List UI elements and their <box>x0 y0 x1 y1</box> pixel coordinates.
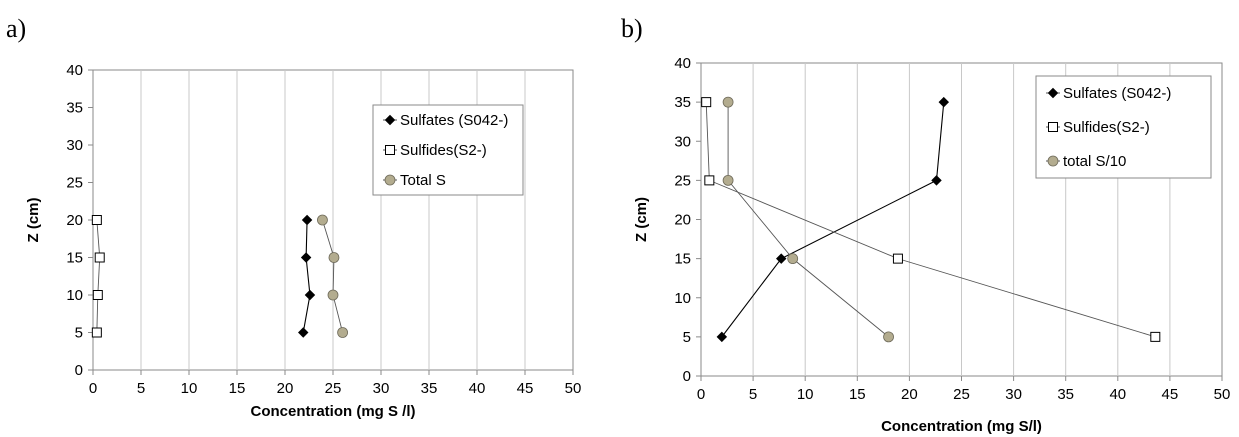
legend-marker <box>1048 122 1058 132</box>
x-tick-label: 20 <box>277 380 294 397</box>
y-axis-title: Z (cm) <box>633 197 650 242</box>
y-tick-label: 40 <box>674 55 691 72</box>
legend-marker <box>384 174 396 186</box>
series-line <box>721 102 945 338</box>
legend-label: Sulfides(S2-) <box>400 142 487 159</box>
series-line <box>96 219 101 333</box>
legend-marker <box>385 145 395 155</box>
data-point <box>301 214 313 226</box>
y-tick-label: 5 <box>683 329 691 346</box>
y-tick-label: 25 <box>66 175 83 192</box>
data-point <box>704 175 715 186</box>
legend: Sulfates (S042-) Sulfides(S2-) Total S <box>372 104 524 196</box>
x-tick-label: 45 <box>517 380 534 397</box>
x-tick-label: 40 <box>1109 386 1126 403</box>
chart-b: 0 5 10 15 20 25 30 35 40 45 50 0 5 10 15 20 25 30 35 40 Conc… <box>633 55 1230 435</box>
data-point <box>787 253 799 265</box>
x-tick-label: 50 <box>1214 386 1231 403</box>
y-tick-label: 15 <box>674 251 691 268</box>
data-point <box>304 289 316 301</box>
x-tick-label: 40 <box>469 380 486 397</box>
x-tick-label: 25 <box>325 380 342 397</box>
legend-label: Sulfates (S042-) <box>400 112 508 129</box>
legend-box <box>372 104 524 196</box>
y-tick-label: 0 <box>683 368 691 385</box>
y-axis-title: Z (cm) <box>25 197 42 242</box>
y-tick-label: 35 <box>66 100 83 117</box>
data-point <box>337 327 349 338</box>
panel-label-a: a) <box>6 14 27 43</box>
x-tick-label: 30 <box>373 380 390 397</box>
data-point <box>716 331 728 343</box>
y-tick-label: 35 <box>674 94 691 111</box>
data-point <box>892 253 903 264</box>
data-point <box>94 252 105 263</box>
data-point <box>327 289 339 301</box>
legend-label: Total S <box>400 172 446 189</box>
y-tick-label: 30 <box>66 137 83 154</box>
x-tick-label: 25 <box>953 386 970 403</box>
legend-box <box>1035 75 1212 179</box>
x-axis-title: Concentration (mg S/l) <box>881 418 1042 435</box>
chart-a: 0 5 10 15 20 25 30 35 40 45 50 0 5 10 15 20 25 30 35 40 Conc… <box>25 62 581 420</box>
data-point <box>91 327 102 338</box>
y-tick-label: 10 <box>674 290 691 307</box>
y-tick-label: 20 <box>66 212 83 229</box>
data-point <box>938 96 950 108</box>
data-point <box>328 252 340 263</box>
x-tick-label: 20 <box>901 386 918 403</box>
x-tick-label: 5 <box>137 380 145 397</box>
x-axis-title: Concentration (mg S /l) <box>251 403 416 420</box>
legend-label: Sulfates (S042-) <box>1063 85 1171 102</box>
legend-label: Sulfides(S2-) <box>1063 119 1150 136</box>
x-tick-label: 0 <box>697 386 705 403</box>
data-point <box>722 174 734 186</box>
series-line <box>727 102 889 338</box>
y-tick-label: 20 <box>674 212 691 229</box>
series-line <box>322 219 344 333</box>
series-line <box>705 102 1156 338</box>
data-point <box>300 252 312 263</box>
data-point <box>298 327 309 338</box>
data-point <box>776 253 787 264</box>
y-tick-label: 25 <box>674 172 691 189</box>
data-point <box>722 96 734 108</box>
legend: Sulfates (S042-) Sulfides(S2-) total S/10 <box>1035 75 1212 179</box>
legend-label: total S/10 <box>1063 153 1126 170</box>
legend-marker <box>384 114 396 126</box>
legend-marker <box>1047 87 1059 99</box>
legend-marker <box>1047 155 1059 167</box>
data-point <box>92 290 103 300</box>
panel-label-b: b) <box>621 14 643 43</box>
x-tick-label: 35 <box>421 380 438 397</box>
data-point <box>317 214 328 226</box>
x-tick-label: 15 <box>229 380 246 397</box>
data-point <box>1150 331 1161 342</box>
data-point <box>701 97 712 108</box>
x-tick-label: 10 <box>797 386 814 403</box>
x-tick-label: 50 <box>565 380 582 397</box>
data-point <box>91 215 102 225</box>
series-line <box>302 219 311 333</box>
x-tick-label: 45 <box>1162 386 1179 403</box>
y-tick-label: 5 <box>75 325 83 342</box>
x-tick-label: 30 <box>1005 386 1022 403</box>
y-tick-label: 0 <box>75 362 83 379</box>
x-tick-label: 35 <box>1057 386 1074 403</box>
y-tick-label: 10 <box>66 287 83 304</box>
x-tick-label: 0 <box>89 380 97 397</box>
data-point <box>883 331 894 343</box>
x-tick-label: 10 <box>181 380 198 397</box>
x-tick-label: 5 <box>749 386 757 403</box>
y-tick-label: 40 <box>66 62 83 79</box>
y-tick-label: 15 <box>66 250 83 267</box>
y-tick-label: 30 <box>674 133 691 150</box>
x-tick-label: 15 <box>849 386 866 403</box>
data-point <box>931 175 942 186</box>
